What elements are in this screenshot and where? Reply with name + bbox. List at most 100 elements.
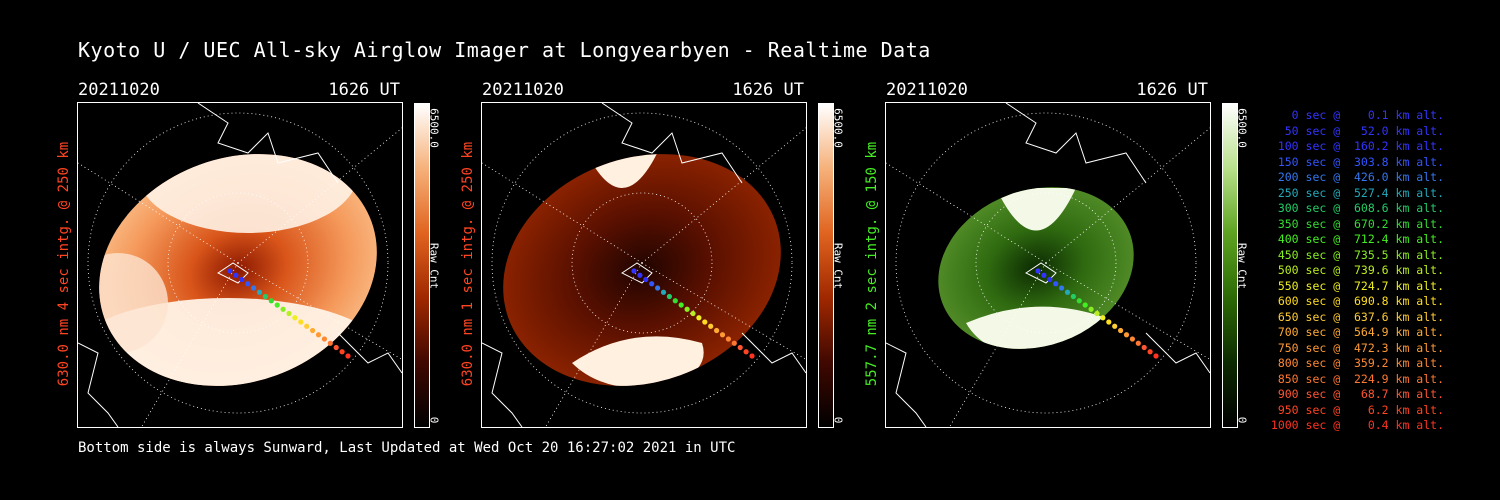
- track-marker: [239, 276, 245, 283]
- track-marker: [1123, 332, 1130, 338]
- track-marker: [304, 323, 310, 329]
- legend-row: 250 sec @ 527.4 km alt.: [1270, 185, 1444, 200]
- track-marker: [1094, 310, 1100, 317]
- track-marker: [1053, 281, 1059, 287]
- legend-row: 0 sec @ 0.1 km alt.: [1270, 108, 1444, 122]
- track-marker: [737, 344, 743, 351]
- track-marker: [345, 353, 351, 359]
- legend-row: 150 sec @ 303.8 km alt.: [1270, 154, 1444, 169]
- legend-row: 650 sec @ 637.6 km alt.: [1270, 309, 1444, 324]
- track-marker: [1147, 349, 1153, 355]
- legend-row: 100 sec @ 160.2 km alt.: [1270, 139, 1444, 153]
- track-marker: [321, 336, 327, 342]
- track-marker: [1088, 306, 1094, 312]
- allsky-image-557-2s: [885, 102, 1211, 428]
- legend-row: 350 sec @ 670.2 km alt.: [1270, 216, 1444, 231]
- panel-1-cbar-label: Raw Cnt: [427, 242, 441, 290]
- legend-row: 50 sec @ 52.0 km alt.: [1270, 123, 1444, 138]
- satellite-track: [227, 268, 351, 359]
- track-marker: [655, 285, 661, 291]
- track-marker: [1059, 285, 1065, 291]
- legend-row: 700 sec @ 564.9 km alt.: [1270, 325, 1444, 339]
- airglow-disk: [938, 187, 1134, 349]
- track-marker: [1041, 272, 1047, 278]
- trajectory-legend: 0 sec @ 0.1 km alt. 50 sec @ 52.0 km alt…: [1258, 108, 1444, 434]
- panel-2-cbar-min: 0: [831, 416, 845, 424]
- track-marker: [660, 289, 667, 295]
- track-marker: [227, 268, 233, 274]
- track-marker: [280, 306, 286, 312]
- track-marker: [672, 298, 678, 304]
- panel-2-date: 20211020: [482, 80, 564, 100]
- track-marker: [702, 319, 708, 325]
- panel-1-cbar-max: 6500.0: [427, 108, 441, 148]
- track-marker: [339, 349, 345, 355]
- track-marker: [725, 336, 731, 342]
- panel-2-ylabel: 630.0 nm 1 sec intg. @ 250 km: [460, 141, 476, 387]
- track-marker: [233, 272, 239, 278]
- panel-3-colorbar: [1222, 103, 1238, 428]
- map-grid: [886, 112, 1210, 427]
- track-marker: [1070, 293, 1076, 300]
- panel-1-time: 1626 UT: [328, 80, 400, 100]
- panel-3-date: 20211020: [886, 80, 968, 100]
- track-marker: [1035, 268, 1041, 274]
- track-marker: [268, 298, 274, 304]
- track-marker: [1106, 319, 1112, 325]
- legend-row: 300 sec @ 608.6 km alt.: [1270, 201, 1444, 215]
- track-marker: [1118, 327, 1124, 334]
- track-marker: [1135, 340, 1141, 346]
- allsky-image-630-4s: [77, 102, 403, 428]
- map-grid: [482, 112, 806, 427]
- satellite-track: [631, 268, 755, 359]
- satellite-track: [1035, 268, 1159, 359]
- coastline: [886, 103, 1210, 427]
- legend-row: 600 sec @ 690.8 km alt.: [1270, 294, 1444, 308]
- panel-1-cbar-min: 0: [427, 416, 441, 424]
- track-marker: [678, 302, 684, 308]
- legend-row: 900 sec @ 68.7 km alt.: [1270, 387, 1444, 401]
- legend-row: 450 sec @ 735.5 km alt.: [1270, 247, 1444, 262]
- legend-row: 200 sec @ 426.0 km alt.: [1270, 170, 1444, 184]
- page-title: Kyoto U / UEC All-sky Airglow Imager at …: [78, 38, 931, 62]
- panel-1-ylabel: 630.0 nm 4 sec intg. @ 250 km: [56, 141, 72, 387]
- legend-row: 950 sec @ 6.2 km alt.: [1270, 402, 1444, 417]
- track-marker: [631, 268, 637, 274]
- track-marker: [696, 315, 702, 321]
- track-marker: [1141, 344, 1147, 351]
- track-marker: [310, 327, 316, 334]
- panel-3-cbar-label: Raw Cnt: [1235, 242, 1249, 290]
- track-marker: [1047, 276, 1053, 283]
- allsky-image-630-1s: [481, 102, 807, 428]
- track-marker: [333, 344, 339, 351]
- track-marker: [749, 353, 755, 359]
- panel-3-cbar-min: 0: [1235, 416, 1249, 424]
- coastline: [482, 103, 806, 427]
- legend-row: 800 sec @ 359.2 km alt.: [1270, 356, 1444, 370]
- legend-row: 750 sec @ 472.3 km alt.: [1270, 340, 1444, 355]
- legend-row: 500 sec @ 739.6 km alt.: [1270, 263, 1444, 277]
- track-marker: [649, 281, 655, 287]
- track-marker: [719, 332, 726, 338]
- panel-2-colorbar: [818, 103, 834, 428]
- track-marker: [1100, 315, 1106, 321]
- legend-row: 400 sec @ 712.4 km alt.: [1270, 232, 1444, 246]
- panel-1-colorbar: [414, 103, 430, 428]
- track-marker: [731, 340, 737, 346]
- track-marker: [256, 289, 263, 295]
- track-marker: [1129, 336, 1135, 342]
- track-marker: [262, 293, 268, 300]
- track-marker: [637, 272, 643, 278]
- track-marker: [286, 310, 292, 317]
- track-marker: [1082, 302, 1088, 308]
- panel-3-ylabel: 557.7 nm 2 sec intg. @ 150 km: [864, 141, 880, 387]
- panel-2-time: 1626 UT: [732, 80, 804, 100]
- coastline: [78, 103, 402, 427]
- track-marker: [684, 306, 690, 312]
- panel-1-date: 20211020: [78, 80, 160, 100]
- track-marker: [708, 323, 714, 329]
- track-marker: [643, 276, 649, 283]
- footer-note: Bottom side is always Sunward, Last Upda…: [78, 440, 736, 456]
- legend-row: 850 sec @ 224.9 km alt.: [1270, 371, 1444, 386]
- map-grid: [78, 112, 402, 427]
